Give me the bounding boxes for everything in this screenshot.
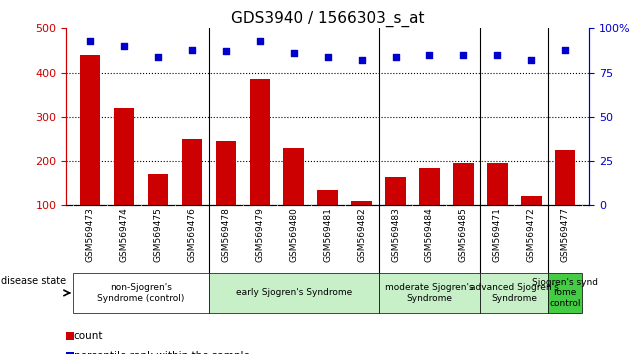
Text: GSM569471: GSM569471 — [493, 207, 502, 262]
Bar — [147, 175, 168, 250]
Text: GSM569481: GSM569481 — [323, 207, 332, 262]
Point — [220, 48, 231, 54]
Bar — [73, 273, 209, 313]
Text: GSM569477: GSM569477 — [561, 207, 570, 262]
Bar — [521, 196, 542, 250]
Point — [459, 52, 469, 58]
Text: GSM569483: GSM569483 — [391, 207, 400, 262]
Point — [425, 52, 435, 58]
Point — [153, 54, 163, 59]
Text: GSM569484: GSM569484 — [425, 207, 434, 262]
Bar — [555, 150, 575, 250]
Bar — [548, 273, 582, 313]
Bar — [487, 163, 508, 250]
Text: GSM569475: GSM569475 — [153, 207, 163, 262]
Point — [526, 57, 536, 63]
Bar — [453, 163, 474, 250]
Point — [391, 54, 401, 59]
Point — [85, 38, 95, 44]
Point — [255, 38, 265, 44]
Text: GSM569480: GSM569480 — [289, 207, 298, 262]
Bar — [181, 139, 202, 250]
Bar — [284, 148, 304, 250]
Text: GSM569472: GSM569472 — [527, 207, 536, 262]
Point — [186, 47, 197, 52]
Point — [323, 54, 333, 59]
Bar — [481, 273, 548, 313]
Point — [119, 43, 129, 49]
Bar — [379, 273, 481, 313]
Bar — [249, 79, 270, 250]
Text: GSM569485: GSM569485 — [459, 207, 468, 262]
Text: count: count — [74, 331, 103, 341]
Text: GSM569474: GSM569474 — [119, 207, 129, 262]
Text: percentile rank within the sample: percentile rank within the sample — [74, 351, 249, 354]
Text: Sjogren's synd
rome
control: Sjogren's synd rome control — [532, 278, 598, 308]
Point — [357, 57, 367, 63]
Text: early Sjogren's Syndrome: early Sjogren's Syndrome — [236, 289, 352, 297]
Point — [492, 52, 502, 58]
Point — [289, 50, 299, 56]
Bar — [420, 168, 440, 250]
Text: GSM569482: GSM569482 — [357, 207, 366, 262]
Bar — [352, 201, 372, 250]
Text: GSM569479: GSM569479 — [255, 207, 264, 262]
Bar — [215, 141, 236, 250]
Bar — [386, 177, 406, 250]
Text: GSM569476: GSM569476 — [187, 207, 197, 262]
Text: disease state: disease state — [1, 275, 66, 286]
Bar — [113, 108, 134, 250]
Bar — [80, 55, 100, 250]
Text: non-Sjogren's
Syndrome (control): non-Sjogren's Syndrome (control) — [97, 283, 185, 303]
Bar — [318, 190, 338, 250]
Title: GDS3940 / 1566303_s_at: GDS3940 / 1566303_s_at — [231, 11, 425, 27]
Point — [560, 47, 570, 52]
Text: advanced Sjogren's
Syndrome: advanced Sjogren's Syndrome — [470, 283, 559, 303]
Text: GSM569473: GSM569473 — [86, 207, 94, 262]
Bar — [209, 273, 379, 313]
Text: moderate Sjogren's
Syndrome: moderate Sjogren's Syndrome — [385, 283, 474, 303]
Text: GSM569478: GSM569478 — [221, 207, 230, 262]
